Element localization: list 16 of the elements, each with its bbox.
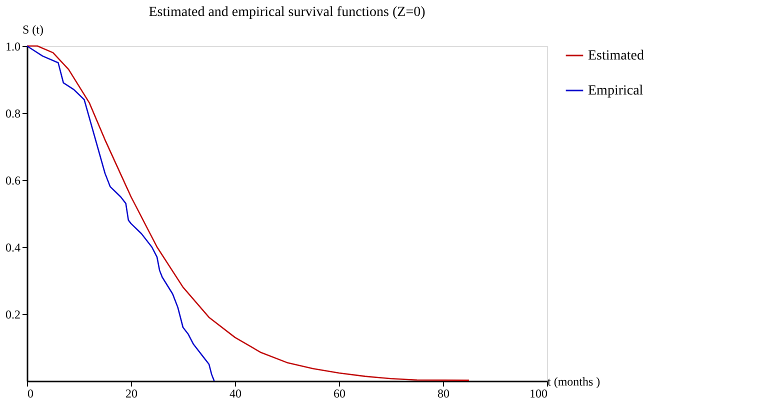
y-tick-label: 0.6 (6, 174, 20, 188)
y-tick-label: 0.4 (6, 240, 20, 254)
y-tick-label: 0.8 (6, 106, 20, 120)
chart-title: Estimated and empirical survival functions (Z=0) (148, 5, 426, 20)
x-tick-label: 80 (438, 386, 450, 400)
y-tick-label: 1.0 (6, 40, 20, 54)
y-tick-label: 0.2 (6, 308, 20, 322)
x-tick-label: 100 (530, 386, 548, 400)
legend-label: Empirical (588, 84, 644, 98)
x-tick-label: 0 (28, 386, 34, 400)
legend-label: Estimated (588, 48, 644, 64)
x-axis-title: t (months ) (548, 374, 600, 388)
x-tick-label: 20 (126, 386, 138, 400)
x-tick-label: 40 (230, 386, 242, 400)
x-tick-label: 60 (334, 386, 346, 400)
y-axis-title: S (t) (22, 22, 44, 36)
